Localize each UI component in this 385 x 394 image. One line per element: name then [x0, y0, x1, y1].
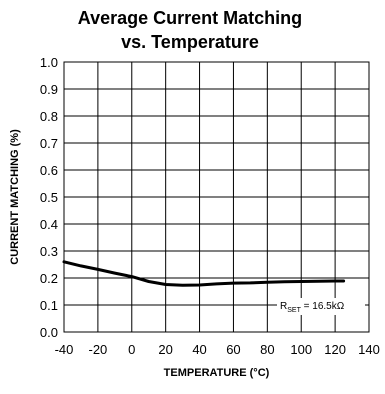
- x-tick-label: -20: [88, 342, 107, 357]
- series-layer: [62, 260, 346, 287]
- series-line: [62, 260, 346, 287]
- annotation-prefix: R: [280, 301, 287, 312]
- y-tick-label: 0.8: [40, 109, 58, 124]
- y-tick-label: 1.0: [40, 55, 58, 70]
- grid: [63, 61, 370, 333]
- x-tick-labels: -40 -20 0 20 40 60 80 100 120 140: [55, 342, 380, 357]
- rset-annotation: RSET = 16.5kΩ: [277, 298, 365, 315]
- plot-frame: [63, 61, 370, 333]
- y-tick-label: 0.4: [40, 217, 58, 232]
- y-tick-label: 0.5: [40, 190, 58, 205]
- chart-title-line1: Average Current Matching: [78, 8, 302, 28]
- y-tick-label: 0.2: [40, 271, 58, 286]
- x-tick-label: 40: [192, 342, 206, 357]
- annotation-text: RSET = 16.5kΩ: [280, 301, 345, 314]
- x-tick-label: 80: [260, 342, 274, 357]
- annotation-suffix: = 16.5kΩ: [301, 301, 345, 312]
- x-axis-label: TEMPERATURE (°C): [164, 367, 270, 379]
- y-tick-label: 0.6: [40, 163, 58, 178]
- x-tick-label: 60: [226, 342, 240, 357]
- x-tick-label: -40: [55, 342, 74, 357]
- annotation-subscript: SET: [287, 307, 301, 314]
- chart-title-line2: vs. Temperature: [121, 32, 259, 52]
- x-tick-label: 0: [128, 342, 135, 357]
- x-tick-label: 20: [158, 342, 172, 357]
- y-tick-label: 0.9: [40, 82, 58, 97]
- annotation-background: [277, 298, 365, 315]
- y-tick-label: 0.0: [40, 325, 58, 340]
- x-tick-label: 140: [358, 342, 380, 357]
- y-axis-label: CURRENT MATCHING (%): [9, 129, 21, 265]
- y-tick-labels: 0.0 0.1 0.2 0.3 0.4 0.5 0.6 0.7 0.8 0.9 1.0: [40, 55, 58, 340]
- y-tick-label: 0.1: [40, 298, 58, 313]
- x-tick-label: 120: [324, 342, 346, 357]
- y-tick-label: 0.3: [40, 244, 58, 259]
- y-tick-label: 0.7: [40, 136, 58, 151]
- x-tick-label: 100: [290, 342, 312, 357]
